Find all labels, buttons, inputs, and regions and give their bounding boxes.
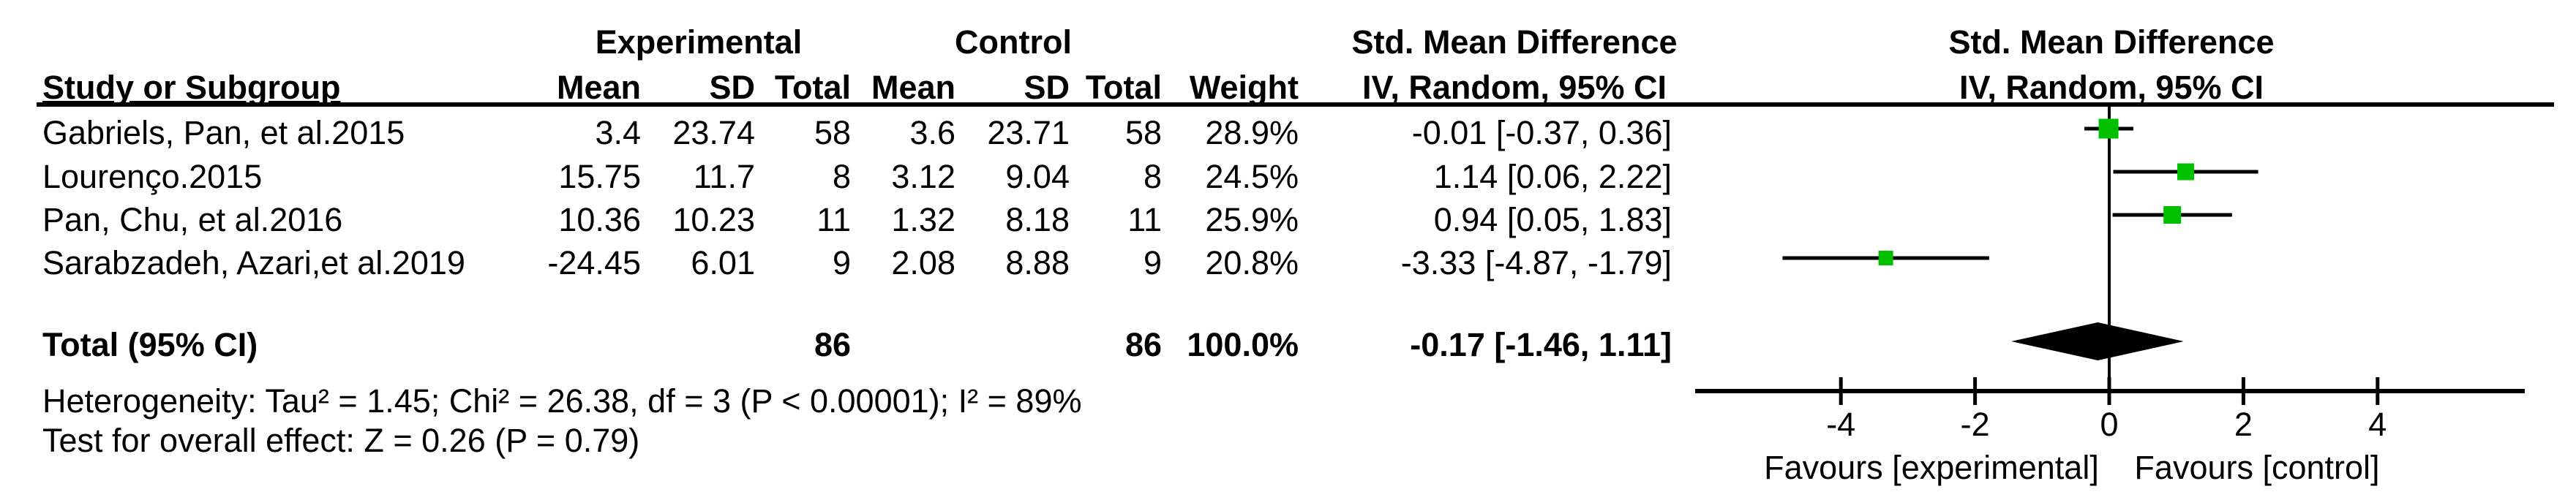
group-header-experimental: Experimental	[595, 23, 803, 61]
col-header-ci-plot: IV, Random, 95% CI	[1959, 69, 2264, 106]
ctrl-sd: 9.04	[1005, 158, 1070, 195]
col-header-mean-exp: Mean	[556, 69, 641, 106]
ctrl-total: 58	[1124, 114, 1162, 151]
total-ci-value: -0.17 [-1.46, 1.11]	[1410, 326, 1672, 363]
total-exp-n: 86	[814, 326, 851, 363]
ci-value: 1.14 [0.06, 2.22]	[1433, 158, 1672, 195]
total-label: Total (95% CI)	[42, 326, 258, 363]
pooled-diamond	[2011, 322, 2184, 360]
ctrl-total: 11	[1127, 201, 1162, 238]
ctrl-mean: 2.08	[891, 244, 955, 281]
axis-tick-label: 4	[2368, 406, 2387, 443]
exp-total: 11	[816, 201, 851, 238]
exp-total: 8	[832, 158, 851, 195]
col-header-total-exp: Total	[774, 69, 851, 106]
axis-tick-label: -4	[1826, 406, 1855, 443]
ctrl-mean: 3.12	[891, 158, 955, 195]
study-name: Gabriels, Pan, et al.2015	[42, 114, 405, 151]
axis-tick	[1839, 377, 1843, 405]
ci-value: 0.94 [0.05, 1.83]	[1433, 201, 1672, 238]
exp-sd: 10.23	[672, 201, 755, 238]
study-point-marker	[2098, 118, 2119, 139]
exp-mean: 3.4	[595, 114, 641, 151]
exp-total: 9	[832, 244, 851, 281]
favours-experimental-label: Favours [experimental]	[1764, 449, 2099, 486]
axis-tick	[1973, 377, 1978, 405]
weight-value: 20.8%	[1205, 244, 1299, 281]
study-name: Pan, Chu, et al.2016	[42, 201, 343, 238]
ci-value: -0.01 [-0.37, 0.36]	[1411, 114, 1672, 151]
ctrl-mean: 1.32	[891, 201, 955, 238]
col-header-sd-ctrl: SD	[1024, 69, 1070, 106]
axis-tick	[2241, 377, 2245, 405]
study-name: Sarabzadeh, Azari,et al.2019	[42, 244, 465, 281]
favours-control-label: Favours [control]	[2134, 449, 2380, 486]
weight-value: 28.9%	[1205, 114, 1299, 151]
total-weight: 100.0%	[1187, 326, 1299, 363]
exp-sd: 23.74	[672, 114, 755, 151]
study-point-marker	[2163, 206, 2182, 224]
axis-tick-label: 0	[2100, 406, 2118, 443]
axis-tick-label: -2	[1961, 406, 1990, 443]
exp-mean: -24.45	[547, 244, 641, 281]
weight-value: 24.5%	[1205, 158, 1299, 195]
weight-value: 25.9%	[1205, 201, 1299, 238]
col-header-mean-ctrl: Mean	[871, 69, 955, 106]
header-rule	[37, 102, 2554, 107]
ctrl-sd: 8.88	[1005, 244, 1070, 281]
ctrl-sd: 8.18	[1005, 201, 1070, 238]
study-name: Lourenço.2015	[42, 158, 263, 195]
ctrl-total: 8	[1143, 158, 1162, 195]
axis-tick	[2376, 377, 2380, 405]
heterogeneity-text: Heterogeneity: Tau² = 1.45; Chi² = 26.38…	[42, 382, 1082, 420]
exp-sd: 6.01	[691, 244, 755, 281]
exp-mean: 10.36	[558, 201, 641, 238]
col-header-weight: Weight	[1189, 69, 1299, 106]
ctrl-sd: 23.71	[987, 114, 1070, 151]
overall-effect-text: Test for overall effect: Z = 0.26 (P = 0…	[42, 422, 640, 459]
group-header-control: Control	[955, 23, 1072, 61]
group-header-smd-table: Std. Mean Difference	[1351, 23, 1678, 61]
total-ctrl-n: 86	[1124, 326, 1162, 363]
group-header-smd-plot: Std. Mean Difference	[1948, 23, 2275, 61]
exp-mean: 15.75	[558, 158, 641, 195]
axis-tick-label: 2	[2234, 406, 2253, 443]
ctrl-mean: 3.6	[909, 114, 955, 151]
zero-line	[2108, 107, 2111, 393]
exp-total: 58	[814, 114, 851, 151]
exp-sd: 11.7	[693, 158, 755, 195]
col-header-ci: IV, Random, 95% CI	[1362, 69, 1667, 106]
col-header-sd-exp: SD	[709, 69, 755, 106]
study-point-marker	[1878, 251, 1893, 265]
study-point-marker	[2177, 163, 2195, 181]
axis-tick	[2107, 377, 2111, 405]
ci-value: -3.33 [-4.87, -1.79]	[1400, 244, 1672, 281]
col-header-study: Study or Subgroup	[42, 69, 341, 106]
ctrl-total: 9	[1143, 244, 1162, 281]
col-header-total-ctrl: Total	[1085, 69, 1162, 106]
